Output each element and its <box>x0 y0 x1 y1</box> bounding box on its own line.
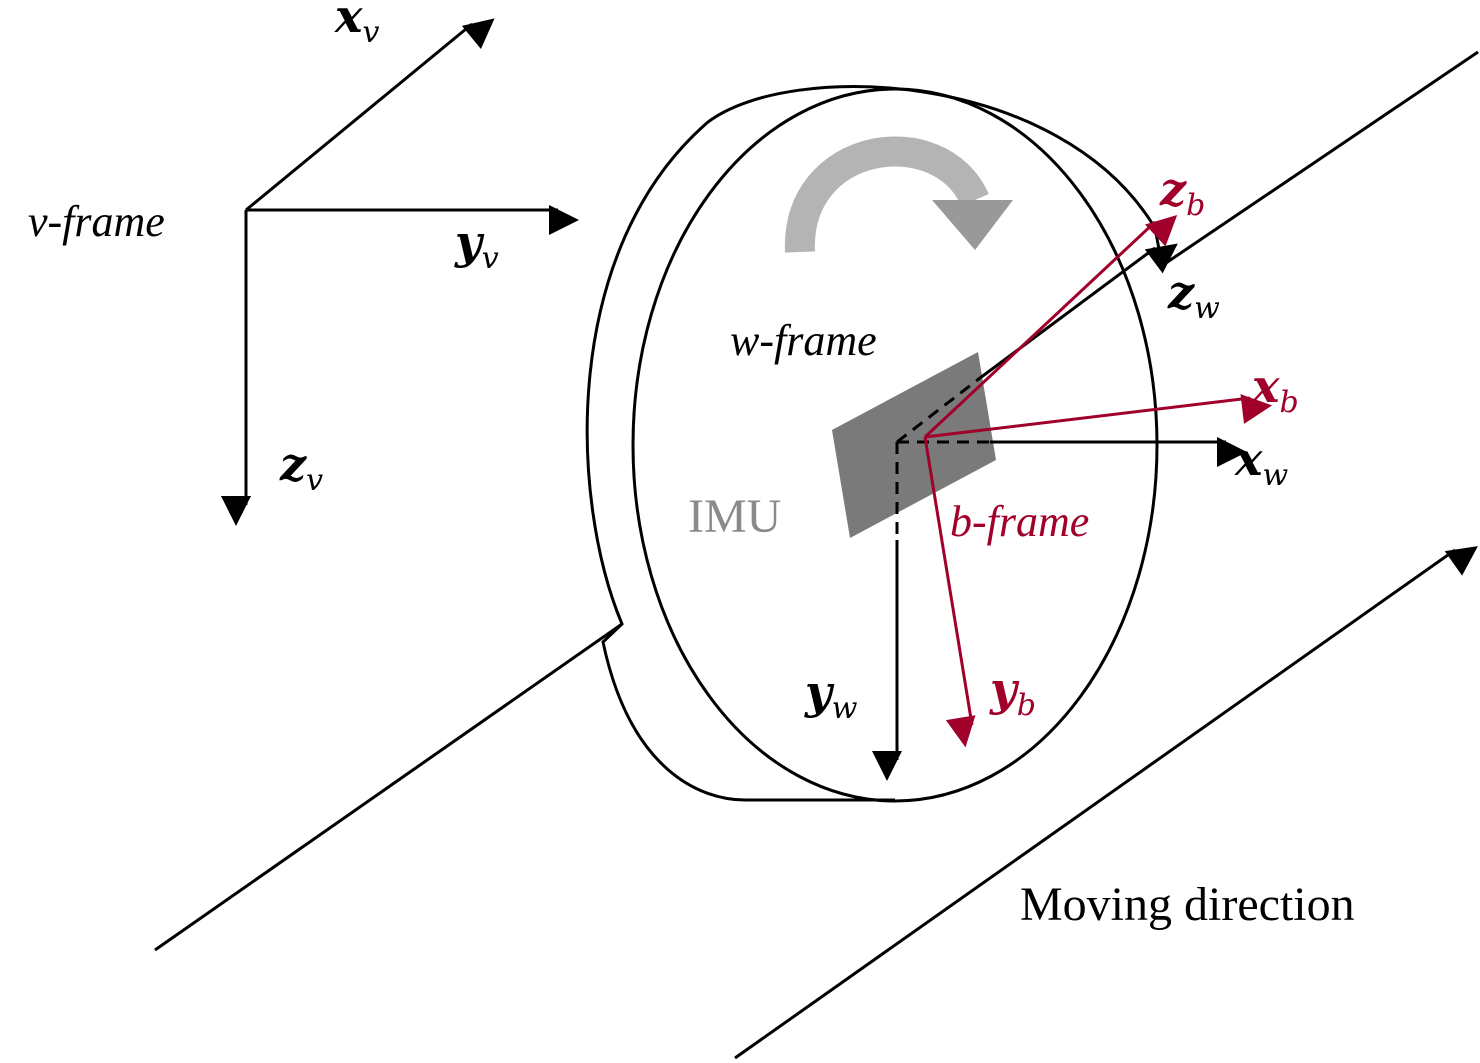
v-frame-label: v-frame <box>28 197 165 246</box>
wheel-face <box>631 87 1159 803</box>
rotation-arrow <box>784 136 1013 253</box>
x-b-label: xb <box>1251 359 1299 420</box>
b-frame-label: b-frame <box>950 497 1089 546</box>
ground-line-left <box>154 622 623 952</box>
ground-line-right <box>1162 50 1479 267</box>
w-frame-label: w-frame <box>730 316 877 365</box>
y-b-label: yb <box>989 662 1036 723</box>
x-v-label: xv <box>334 0 379 50</box>
z-w-label: zw <box>1167 265 1220 326</box>
y-b-axis <box>923 436 976 748</box>
imu-label: IMU <box>688 490 781 543</box>
moving-direction-label: Moving direction <box>1020 878 1355 931</box>
x-w-label: xw <box>1234 432 1288 493</box>
x-b-axis <box>924 394 1273 439</box>
x-v-axis <box>245 18 495 212</box>
y-v-label: yv <box>454 215 499 276</box>
z-b-label: zb <box>1159 162 1205 223</box>
moving-direction-arrow <box>734 546 1478 1060</box>
w-origin-dash-z <box>896 376 981 444</box>
y-w-label: yw <box>804 665 858 726</box>
z-b-axis <box>923 214 1178 439</box>
z-v-label: zv <box>279 437 323 498</box>
z-w-axis <box>979 243 1178 380</box>
imu-box <box>832 352 996 538</box>
